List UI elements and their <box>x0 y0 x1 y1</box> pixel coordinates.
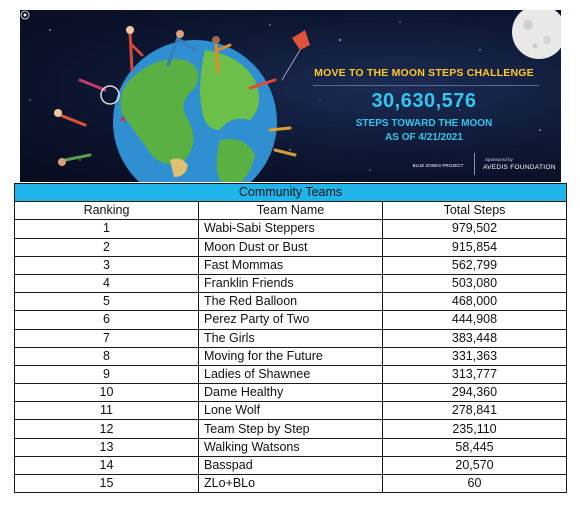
team-name-cell: Perez Party of Two <box>198 310 383 330</box>
team-name-cell: Ladies of Shawnee <box>198 364 383 385</box>
walkers-illustration <box>54 26 310 166</box>
total-steps-cell: 20,570 <box>382 455 567 476</box>
table-row: 9 Ladies of Shawnee 313,777 <box>14 364 567 385</box>
team-name-cell: Wabi-Sabi Steppers <box>198 219 383 239</box>
rank-cell: 5 <box>14 292 199 312</box>
community-teams-table: Community Teams Ranking Team Name Total … <box>14 182 567 494</box>
total-steps-cell: 444,908 <box>382 310 567 330</box>
total-steps-cell: 915,854 <box>382 237 567 257</box>
total-steps-cell: 979,502 <box>382 219 567 239</box>
table-header-row: Ranking Team Name Total Steps <box>14 201 567 221</box>
total-steps-cell: 60 <box>382 473 567 494</box>
team-name-cell: ZLo+BLo <box>198 473 383 494</box>
table-caption: Community Teams <box>14 182 567 203</box>
table-row: 2 Moon Dust or Bust 915,854 <box>14 237 567 257</box>
team-name-cell: Team Step by Step <box>198 419 383 439</box>
blue-zones-logo-icon <box>20 10 30 20</box>
table-row: 14 Basspad 20,570 <box>14 455 567 476</box>
team-name-cell: The Girls <box>198 328 383 348</box>
table-row: 10 Dame Healthy 294,360 <box>14 383 567 403</box>
total-steps-cell: 235,110 <box>382 419 567 439</box>
avedis-foundation-logo: AVEDIS FOUNDATION <box>483 164 556 171</box>
earth-globe-icon <box>113 40 277 182</box>
rank-cell: 2 <box>14 237 199 257</box>
header-ranking: Ranking <box>14 201 199 221</box>
challenge-title: MOVE TO THE MOON STEPS CHALLENGE <box>314 67 534 79</box>
rank-cell: 6 <box>14 310 199 330</box>
total-steps-cell: 468,000 <box>382 292 567 312</box>
stars <box>29 21 541 171</box>
rank-cell: 14 <box>14 455 199 476</box>
header-team-name: Team Name <box>198 201 383 221</box>
rank-cell: 10 <box>14 383 199 403</box>
banner-illustration <box>29 10 561 182</box>
rank-cell: 15 <box>14 473 199 494</box>
table-row: 3 Fast Mommas 562,799 <box>14 255 567 275</box>
table-row: 12 Team Step by Step 235,110 <box>14 419 567 439</box>
total-steps-cell: 294,360 <box>382 383 567 403</box>
team-name-cell: Lone Wolf <box>198 401 383 421</box>
table-row: 4 Franklin Friends 503,080 <box>14 273 567 294</box>
title-divider <box>313 85 539 86</box>
team-name-cell: Moving for the Future <box>198 346 383 366</box>
table-row: 6 Perez Party of Two 444,908 <box>14 310 567 330</box>
table-row: 11 Lone Wolf 278,841 <box>14 401 567 421</box>
total-steps-cell: 313,777 <box>382 364 567 385</box>
logo-divider <box>474 153 475 175</box>
team-name-cell: Fast Mommas <box>198 255 383 275</box>
rank-cell: 4 <box>14 273 199 294</box>
moon-icon <box>512 10 561 59</box>
total-steps-cell: 331,363 <box>382 346 567 366</box>
rank-cell: 12 <box>14 419 199 439</box>
rank-cell: 13 <box>14 437 199 457</box>
team-name-cell: Basspad <box>198 455 383 476</box>
total-steps-cell: 383,448 <box>382 328 567 348</box>
rank-cell: 7 <box>14 328 199 348</box>
rank-cell: 11 <box>14 401 199 421</box>
table-row: 8 Moving for the Future 331,363 <box>14 346 567 366</box>
table-row: 1 Wabi-Sabi Steppers 979,502 <box>14 219 567 239</box>
as-of-date: AS OF 4/21/2021 <box>385 132 463 143</box>
total-steps-cell: 58,445 <box>382 437 567 457</box>
team-name-cell: The Red Balloon <box>198 292 383 312</box>
total-steps-cell: 562,799 <box>382 255 567 275</box>
team-name-cell: Franklin Friends <box>198 273 383 294</box>
table-row: 7 The Girls 383,448 <box>14 328 567 348</box>
blue-zones-logo: BLUE ZONES PROJECT <box>412 163 464 168</box>
team-name-cell: Moon Dust or Bust <box>198 237 383 257</box>
rank-cell: 9 <box>14 364 199 385</box>
rank-cell: 8 <box>14 346 199 366</box>
rank-cell: 3 <box>14 255 199 275</box>
sponsored-by-label: Sponsored by <box>485 157 513 162</box>
steps-subtitle: STEPS TOWARD THE MOON <box>355 118 493 129</box>
table-row: 13 Walking Watsons 58,445 <box>14 437 567 457</box>
table-row: 5 The Red Balloon 468,000 <box>14 292 567 312</box>
team-name-cell: Walking Watsons <box>198 437 383 457</box>
total-steps-count: 30,630,576 <box>371 90 477 112</box>
table-row: 15 ZLo+BLo 60 <box>14 473 567 494</box>
total-steps-cell: 503,080 <box>382 273 567 294</box>
rank-cell: 1 <box>14 219 199 239</box>
team-name-cell: Dame Healthy <box>198 383 383 403</box>
header-total-steps: Total Steps <box>382 201 567 221</box>
total-steps-cell: 278,841 <box>382 401 567 421</box>
challenge-banner: MOVE TO THE MOON STEPS CHALLENGE 30,630,… <box>20 10 561 182</box>
